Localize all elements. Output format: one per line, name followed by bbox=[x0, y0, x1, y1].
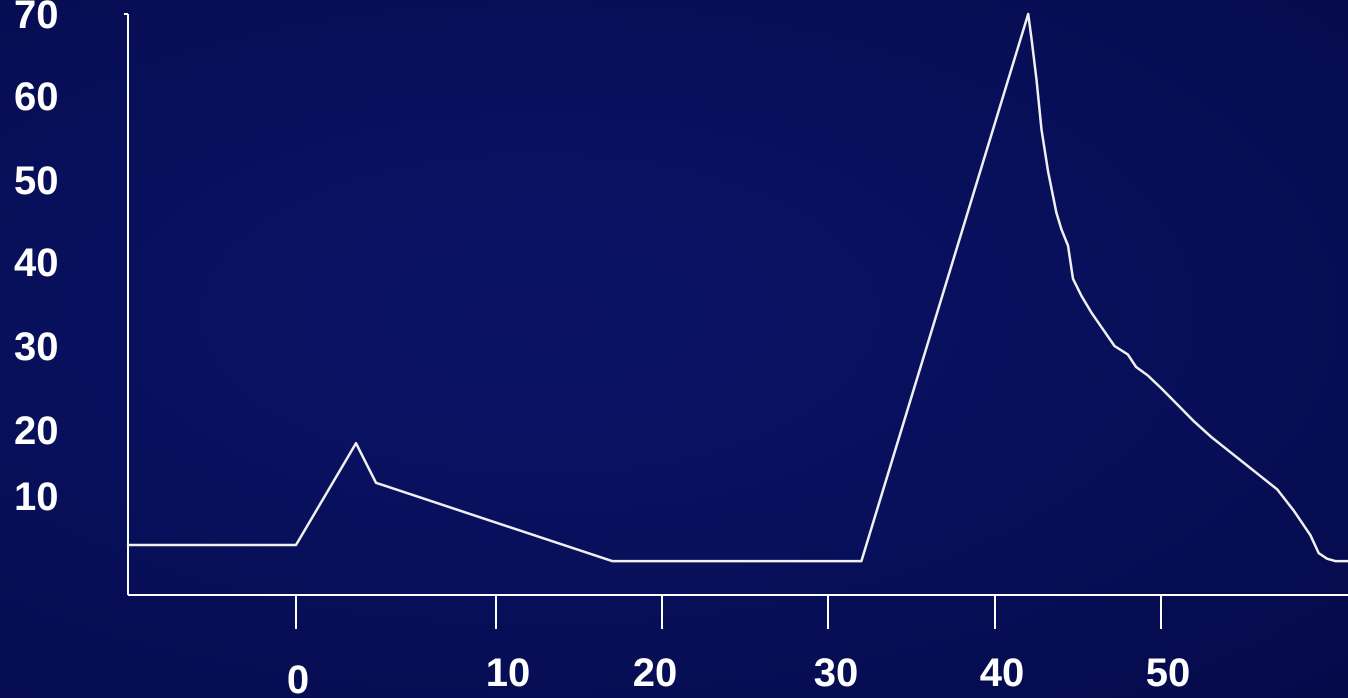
y-tick-labels: 70 60 50 40 30 20 10 bbox=[14, 0, 59, 519]
x-tick-label-30: 30 bbox=[814, 651, 859, 695]
axes bbox=[124, 13, 1348, 596]
series-group bbox=[126, 12, 1348, 563]
y-tick-label-50: 50 bbox=[14, 159, 59, 203]
x-tick-label-20: 20 bbox=[633, 651, 678, 695]
y-tick-label-40: 40 bbox=[14, 241, 59, 285]
x-tick-label-10: 10 bbox=[486, 651, 531, 695]
y-tick-label-70: 70 bbox=[14, 0, 59, 37]
x-ticks: 0 10 20 30 40 50 bbox=[287, 595, 1190, 698]
y-tick-label-20: 20 bbox=[14, 409, 59, 453]
x-tick-label-40: 40 bbox=[980, 651, 1025, 695]
series-line-0 bbox=[126, 12, 1348, 563]
y-tick-label-10: 10 bbox=[14, 475, 59, 519]
y-tick-label-30: 30 bbox=[14, 325, 59, 369]
x-tick-label-50: 50 bbox=[1146, 651, 1191, 695]
x-tick-label-0: 0 bbox=[287, 658, 309, 698]
y-tick-label-60: 60 bbox=[14, 75, 59, 119]
